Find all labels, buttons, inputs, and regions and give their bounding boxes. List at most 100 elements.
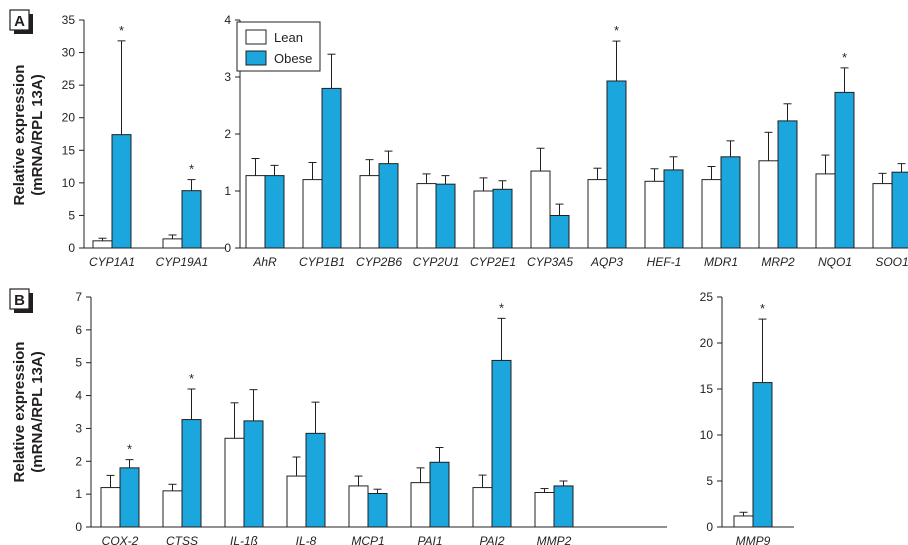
y-tick-label: 0 xyxy=(224,241,231,255)
y-tick-label: 3 xyxy=(224,70,231,84)
bar-obese-soo1 xyxy=(892,172,908,248)
significance-star-pai2: * xyxy=(499,300,504,315)
y-tick-label: 5 xyxy=(68,208,75,222)
chart-b-left: 0 1 2 3 4 5 6 7 * COX-2 * CTSS IL-1ß IL-8 MCP1 PAI1 * PAI… xyxy=(75,290,667,545)
bar-lean-mrp2 xyxy=(759,161,778,248)
bar-obese-ahr xyxy=(265,176,284,248)
x-tick-label-cyp1b1: CYP1B1 xyxy=(299,255,345,269)
bar-lean-il-1 xyxy=(225,438,244,527)
significance-star-nqo1: * xyxy=(842,50,847,65)
y-tick-label: 25 xyxy=(700,290,714,304)
x-tick-label-pai1: PAI1 xyxy=(417,534,442,545)
y-axis-title-a-line2: (mRNA/RPL 13A) xyxy=(29,74,46,195)
y-tick-label: 2 xyxy=(224,127,231,141)
bar-obese-cyp1a1 xyxy=(112,135,131,248)
bar-obese-mcp1 xyxy=(368,493,387,527)
legend: Lean Obese xyxy=(237,22,320,71)
bar-obese-il-8 xyxy=(306,433,325,527)
chart-b-right: 0 5 10 15 20 25 * MMP9 xyxy=(700,290,794,545)
y-axis-title-a-line1: Relative expression xyxy=(11,65,28,206)
legend-obese-swatch xyxy=(246,51,266,65)
legend-lean-swatch xyxy=(246,30,266,44)
x-tick-label-aqp3: AQP3 xyxy=(590,255,623,269)
y-axis-title-a: Relative expression (mRNA/RPL 13A) xyxy=(11,65,46,206)
bar-lean-mdr1 xyxy=(702,180,721,248)
x-tick-label-il-8: IL-8 xyxy=(296,534,317,545)
bar-lean-cyp3a5 xyxy=(531,171,550,248)
bar-lean-ctss xyxy=(163,491,182,527)
y-tick-label: 4 xyxy=(224,13,231,27)
x-tick-label-ahr: AhR xyxy=(252,255,277,269)
bar-lean-mmp2 xyxy=(535,493,554,528)
bar-obese-ctss xyxy=(182,420,201,527)
panel-label-a: A xyxy=(10,10,33,34)
x-tick-label-cyp3a5: CYP3A5 xyxy=(527,255,573,269)
bar-obese-aqp3 xyxy=(607,81,626,248)
significance-star-ctss: * xyxy=(189,371,194,386)
bar-obese-nqo1 xyxy=(835,92,854,248)
bar-lean-ahr xyxy=(246,176,265,248)
y-tick-label: 10 xyxy=(62,176,76,190)
bar-lean-pai1 xyxy=(411,483,430,527)
x-tick-label-cox-2: COX-2 xyxy=(102,534,139,545)
x-tick-label-mmp2: MMP2 xyxy=(537,534,572,545)
x-tick-label-cyp1a1: CYP1A1 xyxy=(89,255,135,269)
y-axis-title-b-line2: (mRNA/RPL 13A) xyxy=(29,351,46,472)
bar-obese-cyp1b1 xyxy=(322,88,341,248)
bar-lean-il-8 xyxy=(287,476,306,527)
legend-obese-label: Obese xyxy=(274,51,312,66)
bar-lean-cyp19a1 xyxy=(163,239,182,248)
x-tick-label-mrp2: MRP2 xyxy=(761,255,795,269)
bar-lean-cyp1a1 xyxy=(93,241,112,248)
x-tick-label-nqo1: NQO1 xyxy=(818,255,852,269)
y-tick-label: 5 xyxy=(706,474,713,488)
significance-star-mmp9: * xyxy=(760,301,765,316)
bar-obese-il-1 xyxy=(244,421,263,527)
bar-obese-cyp19a1 xyxy=(182,191,201,248)
bar-obese-pai2 xyxy=(492,360,511,527)
x-tick-label-il-1: IL-1ß xyxy=(230,534,258,545)
bar-obese-cox-2 xyxy=(120,468,139,527)
bar-lean-nqo1 xyxy=(816,174,835,248)
x-tick-label-ctss: CTSS xyxy=(166,534,198,545)
x-tick-label-mmp9: MMP9 xyxy=(736,534,771,545)
bar-lean-cyp2e1 xyxy=(474,191,493,248)
significance-star-cox-2: * xyxy=(127,442,132,457)
y-tick-label: 1 xyxy=(75,487,82,501)
y-tick-label: 0 xyxy=(68,241,75,255)
y-tick-label: 30 xyxy=(62,46,76,60)
x-tick-label-pai2: PAI2 xyxy=(479,534,504,545)
y-tick-label: 1 xyxy=(224,184,231,198)
bar-lean-hef-1 xyxy=(645,181,664,248)
bar-lean-soo1 xyxy=(873,184,892,248)
panel-a-letter: A xyxy=(14,13,25,30)
bar-obese-mrp2 xyxy=(778,121,797,248)
bar-obese-cyp2b6 xyxy=(379,164,398,248)
y-tick-label: 5 xyxy=(75,356,82,370)
bar-lean-cyp2b6 xyxy=(360,176,379,248)
bar-obese-mdr1 xyxy=(721,157,740,248)
bar-lean-aqp3 xyxy=(588,180,607,248)
y-tick-label: 25 xyxy=(62,78,76,92)
bar-obese-cyp2u1 xyxy=(436,184,455,248)
panel-b-letter: B xyxy=(14,292,25,309)
chart-a-right: 0 1 2 3 4 AhR CYP1B1 CYP2B6 CYP2U1 CYP2E1 CYP3A5 * A… xyxy=(224,13,908,269)
legend-lean-label: Lean xyxy=(274,30,303,45)
bar-lean-mcp1 xyxy=(349,486,368,527)
y-tick-label: 6 xyxy=(75,323,82,337)
y-tick-label: 20 xyxy=(62,111,76,125)
x-tick-label-hef-1: HEF-1 xyxy=(647,255,682,269)
panel-label-b: B xyxy=(10,289,33,313)
x-tick-label-cyp2b6: CYP2B6 xyxy=(356,255,402,269)
y-tick-label: 0 xyxy=(706,520,713,534)
y-tick-label: 15 xyxy=(700,382,714,396)
y-tick-label: 0 xyxy=(75,520,82,534)
chart-a-left: 0 5 10 15 20 25 30 35 * CYP1A1 * CYP19A1 xyxy=(62,13,226,269)
bar-obese-cyp3a5 xyxy=(550,216,569,248)
significance-star-cyp19a1: * xyxy=(189,162,194,177)
x-tick-label-cyp2e1: CYP2E1 xyxy=(470,255,516,269)
bar-obese-pai1 xyxy=(430,462,449,527)
y-tick-label: 20 xyxy=(700,336,714,350)
y-tick-label: 4 xyxy=(75,389,82,403)
